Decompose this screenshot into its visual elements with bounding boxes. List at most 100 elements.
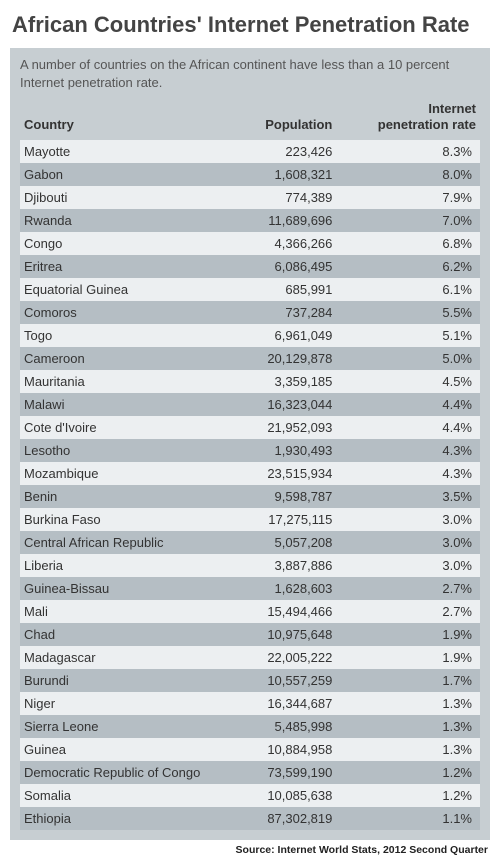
- cell-population: 1,628,603: [222, 577, 360, 600]
- table-row: Guinea10,884,9581.3%: [20, 738, 480, 761]
- cell-population: 774,389: [222, 186, 360, 209]
- cell-country: Mauritania: [20, 370, 222, 393]
- table-row: Cote d'Ivoire21,952,0934.4%: [20, 416, 480, 439]
- cell-rate: 5.0%: [360, 347, 480, 370]
- cell-rate: 1.3%: [360, 738, 480, 761]
- cell-population: 6,961,049: [222, 324, 360, 347]
- cell-country: Mayotte: [20, 140, 222, 163]
- cell-country: Liberia: [20, 554, 222, 577]
- cell-rate: 4.4%: [360, 393, 480, 416]
- cell-country: Sierra Leone: [20, 715, 222, 738]
- table-row: Mauritania3,359,1854.5%: [20, 370, 480, 393]
- cell-country: Niger: [20, 692, 222, 715]
- table-row: Djibouti774,3897.9%: [20, 186, 480, 209]
- cell-country: Guinea-Bissau: [20, 577, 222, 600]
- cell-country: Malawi: [20, 393, 222, 416]
- table-row: Mayotte223,4268.3%: [20, 140, 480, 163]
- cell-population: 23,515,934: [222, 462, 360, 485]
- cell-country: Guinea: [20, 738, 222, 761]
- table-row: Burundi10,557,2591.7%: [20, 669, 480, 692]
- cell-population: 3,887,886: [222, 554, 360, 577]
- cell-country: Burundi: [20, 669, 222, 692]
- table-row: Madagascar22,005,2221.9%: [20, 646, 480, 669]
- cell-population: 223,426: [222, 140, 360, 163]
- cell-population: 22,005,222: [222, 646, 360, 669]
- chart-container: African Countries' Internet Penetration …: [0, 0, 500, 864]
- cell-population: 73,599,190: [222, 761, 360, 784]
- table-row: Democratic Republic of Congo73,599,1901.…: [20, 761, 480, 784]
- table-row: Rwanda11,689,6967.0%: [20, 209, 480, 232]
- chart-subtitle: A number of countries on the African con…: [10, 48, 490, 95]
- cell-rate: 5.5%: [360, 301, 480, 324]
- table-body: Mayotte223,4268.3%Gabon1,608,3218.0%Djib…: [20, 140, 480, 830]
- chart-title: African Countries' Internet Penetration …: [10, 12, 490, 38]
- cell-population: 737,284: [222, 301, 360, 324]
- table-row: Equatorial Guinea685,9916.1%: [20, 278, 480, 301]
- cell-population: 21,952,093: [222, 416, 360, 439]
- cell-rate: 4.3%: [360, 462, 480, 485]
- cell-country: Gabon: [20, 163, 222, 186]
- cell-country: Somalia: [20, 784, 222, 807]
- cell-rate: 6.1%: [360, 278, 480, 301]
- cell-country: Mozambique: [20, 462, 222, 485]
- cell-population: 3,359,185: [222, 370, 360, 393]
- cell-rate: 1.2%: [360, 761, 480, 784]
- cell-population: 6,086,495: [222, 255, 360, 278]
- cell-country: Ethiopia: [20, 807, 222, 830]
- cell-rate: 1.9%: [360, 646, 480, 669]
- table-header-row: Country Population Internet penetration …: [20, 95, 480, 140]
- data-table: Country Population Internet penetration …: [20, 95, 480, 830]
- cell-rate: 3.5%: [360, 485, 480, 508]
- table-row: Congo4,366,2666.8%: [20, 232, 480, 255]
- col-header-population: Population: [222, 95, 360, 140]
- cell-rate: 1.7%: [360, 669, 480, 692]
- cell-population: 20,129,878: [222, 347, 360, 370]
- cell-country: Cameroon: [20, 347, 222, 370]
- cell-country: Congo: [20, 232, 222, 255]
- cell-country: Rwanda: [20, 209, 222, 232]
- cell-population: 15,494,466: [222, 600, 360, 623]
- table-row: Mali15,494,4662.7%: [20, 600, 480, 623]
- cell-population: 1,930,493: [222, 439, 360, 462]
- col-header-rate: Internet penetration rate: [360, 95, 480, 140]
- cell-country: Togo: [20, 324, 222, 347]
- cell-country: Equatorial Guinea: [20, 278, 222, 301]
- cell-rate: 2.7%: [360, 577, 480, 600]
- cell-country: Chad: [20, 623, 222, 646]
- cell-population: 685,991: [222, 278, 360, 301]
- cell-population: 16,344,687: [222, 692, 360, 715]
- cell-country: Burkina Faso: [20, 508, 222, 531]
- cell-population: 9,598,787: [222, 485, 360, 508]
- table-row: Gabon1,608,3218.0%: [20, 163, 480, 186]
- cell-country: Madagascar: [20, 646, 222, 669]
- table-row: Cameroon20,129,8785.0%: [20, 347, 480, 370]
- cell-rate: 3.0%: [360, 531, 480, 554]
- cell-rate: 1.1%: [360, 807, 480, 830]
- table-row: Comoros737,2845.5%: [20, 301, 480, 324]
- col-header-rate-line1: Internet: [428, 101, 476, 116]
- source-text: Source: Internet World Stats, 2012 Secon…: [10, 840, 490, 856]
- cell-population: 10,085,638: [222, 784, 360, 807]
- cell-country: Eritrea: [20, 255, 222, 278]
- col-header-country: Country: [20, 95, 222, 140]
- cell-country: Lesotho: [20, 439, 222, 462]
- cell-rate: 8.3%: [360, 140, 480, 163]
- table-row: Eritrea6,086,4956.2%: [20, 255, 480, 278]
- cell-country: Benin: [20, 485, 222, 508]
- col-header-rate-line2: penetration rate: [378, 117, 476, 132]
- cell-country: Central African Republic: [20, 531, 222, 554]
- cell-country: Djibouti: [20, 186, 222, 209]
- cell-population: 5,057,208: [222, 531, 360, 554]
- cell-population: 4,366,266: [222, 232, 360, 255]
- cell-rate: 1.3%: [360, 692, 480, 715]
- cell-population: 10,975,648: [222, 623, 360, 646]
- cell-rate: 5.1%: [360, 324, 480, 347]
- cell-country: Mali: [20, 600, 222, 623]
- cell-population: 10,557,259: [222, 669, 360, 692]
- cell-population: 87,302,819: [222, 807, 360, 830]
- table-row: Mozambique23,515,9344.3%: [20, 462, 480, 485]
- cell-rate: 6.2%: [360, 255, 480, 278]
- cell-population: 5,485,998: [222, 715, 360, 738]
- table-row: Lesotho1,930,4934.3%: [20, 439, 480, 462]
- cell-rate: 1.9%: [360, 623, 480, 646]
